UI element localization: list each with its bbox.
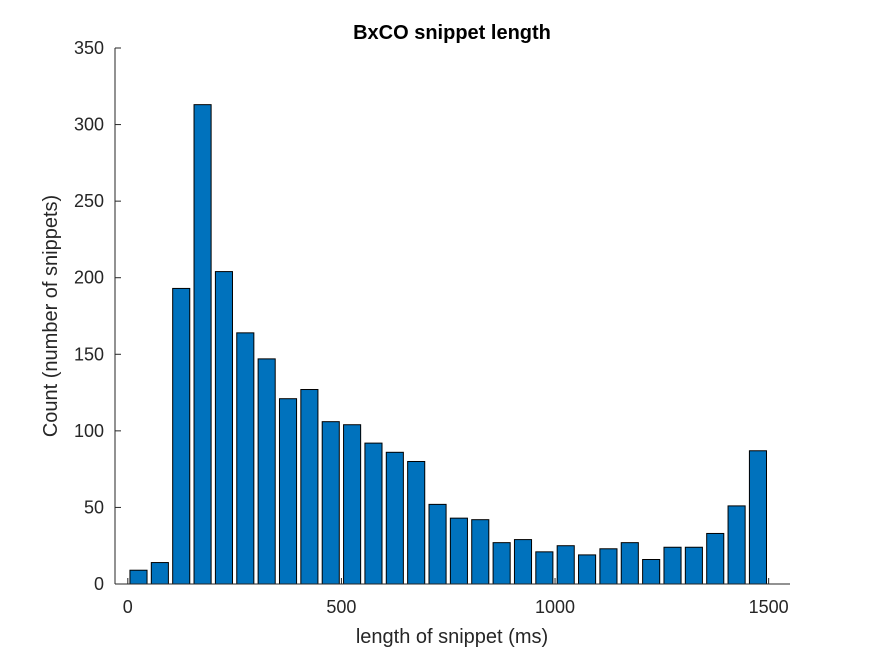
bar-725 xyxy=(428,503,447,585)
bar-125 xyxy=(172,287,191,585)
y-tick-label: 0 xyxy=(94,574,104,594)
bar-1325 xyxy=(684,546,703,585)
x-axis-label: length of snippet (ms) xyxy=(356,626,548,648)
bar-1275 xyxy=(663,546,682,585)
bars-group xyxy=(129,104,767,585)
y-tick-label: 200 xyxy=(74,268,104,288)
y-tick-label: 350 xyxy=(74,38,104,58)
y-tick-label: 50 xyxy=(84,497,104,517)
bar-975 xyxy=(535,551,554,585)
bar-925 xyxy=(513,539,533,585)
x-tick-label: 1500 xyxy=(749,597,789,617)
y-tick-label: 300 xyxy=(74,115,104,135)
bar-475 xyxy=(321,421,340,585)
bar-75 xyxy=(150,562,169,585)
bar-1125 xyxy=(599,548,618,585)
bar-1075 xyxy=(578,554,597,585)
chart-title: BxCO snippet length xyxy=(353,22,551,44)
bar-1425 xyxy=(727,505,746,585)
bar-225 xyxy=(214,271,233,585)
bar-575 xyxy=(364,442,383,585)
bar-275 xyxy=(236,332,255,585)
bar-25 xyxy=(129,569,148,585)
bar-375 xyxy=(278,398,298,585)
axes-group: 0 500 1000 1500 0 50 100 150 200 250 300 350 xyxy=(74,38,790,617)
y-tick-label: 250 xyxy=(74,191,104,211)
bar-425 xyxy=(300,389,319,585)
y-axis-label: Count (number of snippets) xyxy=(40,195,62,437)
bar-775 xyxy=(449,517,468,585)
bar-525 xyxy=(343,424,362,585)
bar-1375 xyxy=(706,532,725,585)
bar-875 xyxy=(492,542,511,585)
bar-825 xyxy=(471,519,490,585)
bar-1175 xyxy=(620,542,639,585)
bar-1475 xyxy=(748,450,767,585)
bar-1225 xyxy=(642,559,661,585)
bar-175 xyxy=(193,104,212,585)
x-tick-label: 500 xyxy=(326,597,356,617)
bar-675 xyxy=(407,460,426,585)
bar-625 xyxy=(385,451,404,585)
y-tick-label: 150 xyxy=(74,344,104,364)
bar-325 xyxy=(257,358,276,585)
x-tick-label: 0 xyxy=(123,597,133,617)
x-tick-label: 1000 xyxy=(535,597,575,617)
y-tick-label: 100 xyxy=(74,421,104,441)
bar-1025 xyxy=(556,545,575,585)
